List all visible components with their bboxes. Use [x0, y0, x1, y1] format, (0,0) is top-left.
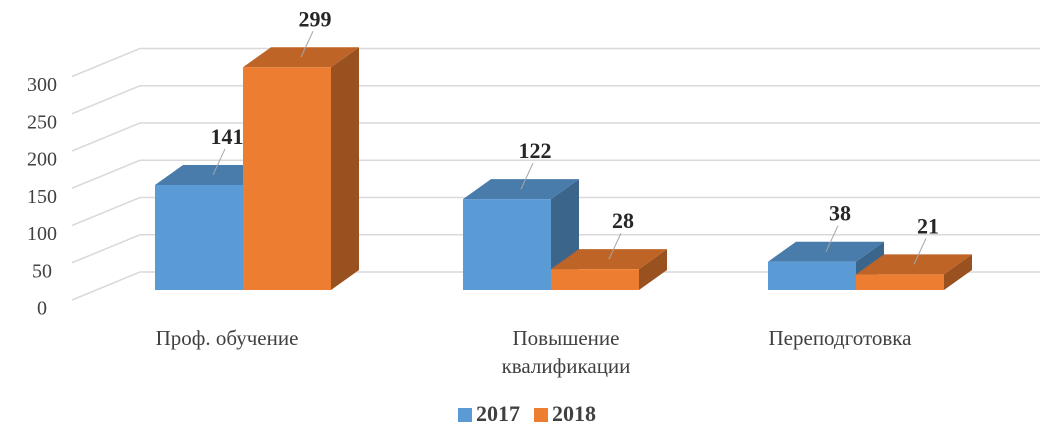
bar-side — [944, 254, 972, 290]
leader-line — [608, 232, 622, 260]
bar-front — [551, 269, 639, 290]
bar-front — [463, 199, 551, 290]
legend-swatch — [534, 408, 548, 422]
grid-line — [71, 271, 1040, 301]
value-label: 299 — [299, 6, 332, 31]
bar-front — [155, 184, 243, 290]
y-tick-label: 250 — [27, 111, 57, 133]
legend-swatch — [458, 408, 472, 422]
grid-line — [71, 85, 1040, 115]
grid-line — [71, 159, 1040, 189]
value-label: 21 — [917, 213, 939, 238]
y-tick-label: 100 — [27, 223, 57, 245]
x-tick-label: Переподготовка — [769, 326, 913, 350]
bar-front — [768, 261, 856, 290]
value-label: 141 — [211, 124, 244, 149]
bar-side — [639, 249, 667, 290]
bar-side — [331, 47, 359, 291]
value-label: 122 — [519, 138, 552, 163]
y-tick-label: 150 — [27, 186, 57, 208]
leader-line — [212, 148, 226, 176]
bar-top — [243, 47, 359, 68]
y-tick-label: 300 — [27, 74, 57, 96]
grid-line — [71, 47, 1040, 78]
y-tick-label: 50 — [32, 260, 52, 282]
legend-label: 2018 — [552, 401, 596, 426]
leader-line — [913, 238, 927, 265]
x-tick-label: Проф. обучение — [156, 326, 299, 350]
grid-line — [71, 234, 1040, 264]
x-tick-label: Повышение квалификации — [502, 326, 631, 378]
value-label: 28 — [612, 208, 634, 233]
bar-front — [243, 67, 331, 291]
leader-line — [520, 162, 534, 190]
bar — [768, 241, 884, 290]
value-label: 38 — [829, 201, 851, 226]
leader-line — [825, 225, 839, 252]
leader-line — [300, 31, 314, 58]
y-tick-label: 0 — [37, 298, 47, 320]
y-tick-label: 200 — [27, 149, 57, 171]
bar — [243, 47, 359, 291]
bar-front — [856, 274, 944, 290]
grid-line — [71, 122, 1040, 152]
grid-line — [71, 196, 1040, 227]
legend-label: 2017 — [476, 401, 520, 426]
